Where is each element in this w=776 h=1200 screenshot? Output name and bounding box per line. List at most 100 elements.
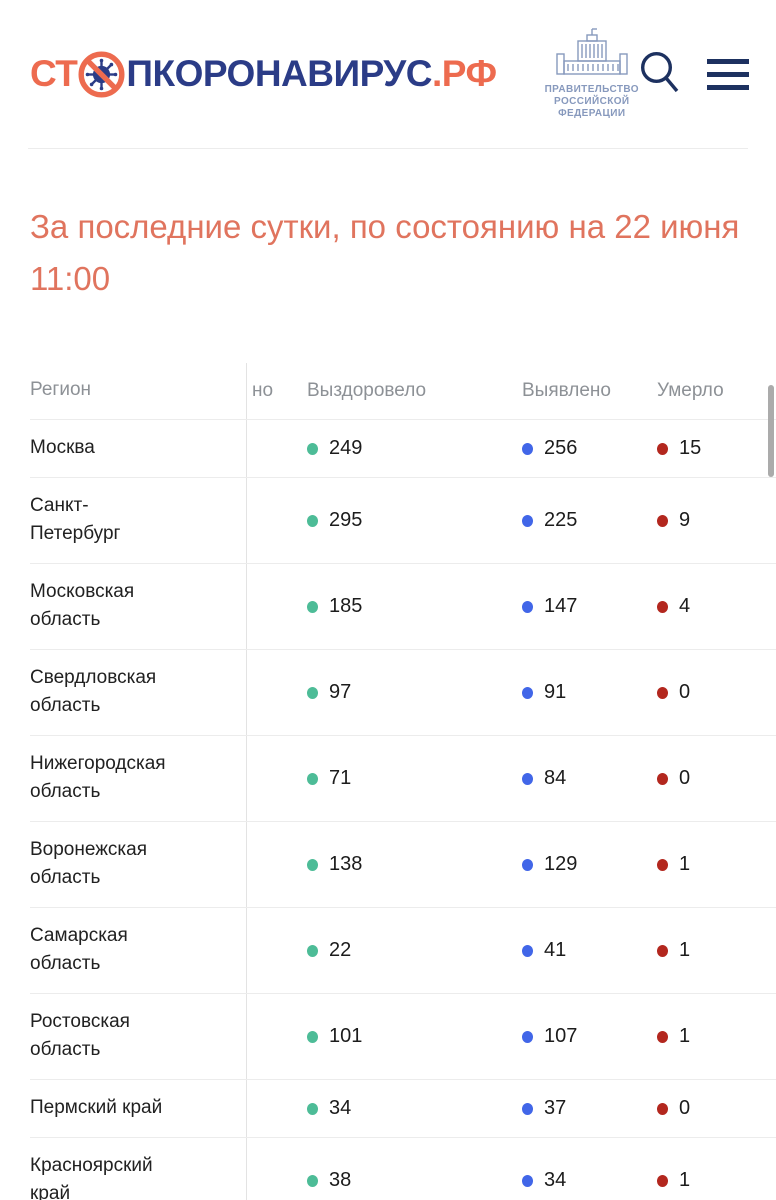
recovered-cell: 138	[295, 822, 510, 907]
died-value: 0	[679, 767, 691, 789]
region-cell[interactable]: Свердловская область	[30, 650, 247, 735]
region-cell[interactable]: Московская область	[30, 564, 247, 649]
region-name: Санкт-Петербург	[30, 495, 121, 544]
detected-value: 84	[544, 767, 567, 789]
column-header-region[interactable]: Регион	[30, 363, 247, 419]
died-dot-icon	[657, 1174, 668, 1187]
government-link[interactable]: ПРАВИТЕЛЬСТВО РОССИЙСКОЙ ФЕДЕРАЦИИ	[545, 28, 639, 120]
region-cell[interactable]: Ростовская область	[30, 994, 247, 1079]
confirmed-cell-clipped	[247, 822, 295, 907]
detected-dot-icon	[522, 442, 533, 455]
recovered-dot-icon	[307, 944, 318, 957]
detected-cell: 41	[510, 908, 645, 993]
vertical-scrollbar-thumb[interactable]	[768, 385, 774, 477]
detected-dot-icon	[522, 1030, 533, 1043]
recovered-cell: 295	[295, 478, 510, 563]
recovered-dot-icon	[307, 1030, 318, 1043]
died-value: 1	[679, 1169, 691, 1191]
region-cell[interactable]: Самарская область	[30, 908, 247, 993]
detected-value: 129	[544, 853, 578, 875]
virus-no-sign-icon	[78, 51, 125, 97]
recovered-value: 34	[329, 1097, 352, 1119]
detected-cell: 84	[510, 736, 645, 821]
detected-dot-icon	[522, 514, 533, 527]
died-cell: 0	[645, 1080, 776, 1137]
column-header-confirmed-partial[interactable]: но	[252, 380, 274, 401]
recovered-dot-icon	[307, 600, 318, 613]
confirmed-cell-clipped	[247, 908, 295, 993]
region-cell[interactable]: Красноярский край	[30, 1138, 247, 1200]
died-dot-icon	[657, 1102, 668, 1115]
region-name: Московская область	[30, 581, 135, 630]
died-cell: 9	[645, 478, 776, 563]
region-cell[interactable]: Москва	[30, 420, 247, 477]
recovered-cell: 97	[295, 650, 510, 735]
detected-cell: 37	[510, 1080, 645, 1137]
confirmed-cell-clipped	[247, 650, 295, 735]
recovered-dot-icon	[307, 772, 318, 785]
table-body: Москва 249 256 15 Санкт-Петербург 295 225 9 Моск…	[30, 420, 776, 1200]
region-name: Москва	[30, 437, 95, 458]
detected-value: 34	[544, 1169, 567, 1191]
header-actions	[639, 51, 749, 97]
died-dot-icon	[657, 1030, 668, 1043]
recovered-value: 71	[329, 767, 352, 789]
died-cell: 1	[645, 822, 776, 907]
died-value: 1	[679, 939, 691, 961]
table-row: Нижегородская область 71 84 0	[30, 736, 776, 822]
died-value: 0	[679, 681, 691, 703]
government-label: ПРАВИТЕЛЬСТВО РОССИЙСКОЙ ФЕДЕРАЦИИ	[544, 84, 639, 119]
page-title: За последние сутки, по состоянию на 22 и…	[30, 208, 740, 297]
region-cell[interactable]: Санкт-Петербург	[30, 478, 247, 563]
detected-dot-icon	[522, 944, 533, 957]
table-row: Самарская область 22 41 1	[30, 908, 776, 994]
logo-text-prefix: СТ	[30, 53, 78, 94]
recovered-cell: 38	[295, 1138, 510, 1200]
menu-icon[interactable]	[706, 58, 749, 90]
logo-text-name: ПКОРОНАВИРУС	[126, 53, 433, 94]
died-dot-icon	[657, 686, 668, 699]
detected-cell: 225	[510, 478, 645, 563]
region-cell[interactable]: Нижегородская область	[30, 736, 247, 821]
detected-value: 107	[544, 1025, 578, 1047]
died-dot-icon	[657, 772, 668, 785]
detected-dot-icon	[522, 600, 533, 613]
table-row: Санкт-Петербург 295 225 9	[30, 478, 776, 564]
died-cell: 15	[645, 420, 776, 477]
region-cell[interactable]: Воронежская область	[30, 822, 247, 907]
detected-value: 41	[544, 939, 567, 961]
government-building-icon	[556, 28, 628, 75]
table-row: Красноярский край 38 34 1	[30, 1138, 776, 1200]
recovered-dot-icon	[307, 442, 318, 455]
confirmed-cell-clipped	[247, 420, 295, 477]
site-logo[interactable]: СТ	[30, 51, 497, 98]
column-header-recovered[interactable]: Выздоровело	[307, 380, 427, 401]
detected-value: 225	[544, 509, 578, 531]
recovered-dot-icon	[307, 686, 318, 699]
confirmed-cell-clipped	[247, 1080, 295, 1137]
table-row: Пермский край 34 37 0	[30, 1080, 776, 1138]
search-icon[interactable]	[639, 51, 681, 97]
column-header-detected[interactable]: Выявлено	[522, 380, 611, 401]
recovered-dot-icon	[307, 514, 318, 527]
detected-value: 91	[544, 681, 567, 703]
detected-dot-icon	[522, 772, 533, 785]
recovered-value: 97	[329, 681, 352, 703]
table-row: Ростовская область 101 107 1	[30, 994, 776, 1080]
column-header-died[interactable]: Умерло	[657, 380, 724, 401]
died-cell: 0	[645, 650, 776, 735]
confirmed-cell-clipped	[247, 994, 295, 1079]
died-value: 1	[679, 853, 691, 875]
died-value: 15	[679, 437, 702, 459]
died-dot-icon	[657, 600, 668, 613]
recovered-dot-icon	[307, 858, 318, 871]
died-dot-icon	[657, 442, 668, 455]
region-name: Пермский край	[30, 1097, 163, 1118]
confirmed-cell-clipped	[247, 564, 295, 649]
region-cell[interactable]: Пермский край	[30, 1080, 247, 1137]
recovered-cell: 101	[295, 994, 510, 1079]
detected-value: 256	[544, 437, 578, 459]
confirmed-cell-clipped	[247, 1138, 295, 1200]
died-value: 0	[679, 1097, 691, 1119]
